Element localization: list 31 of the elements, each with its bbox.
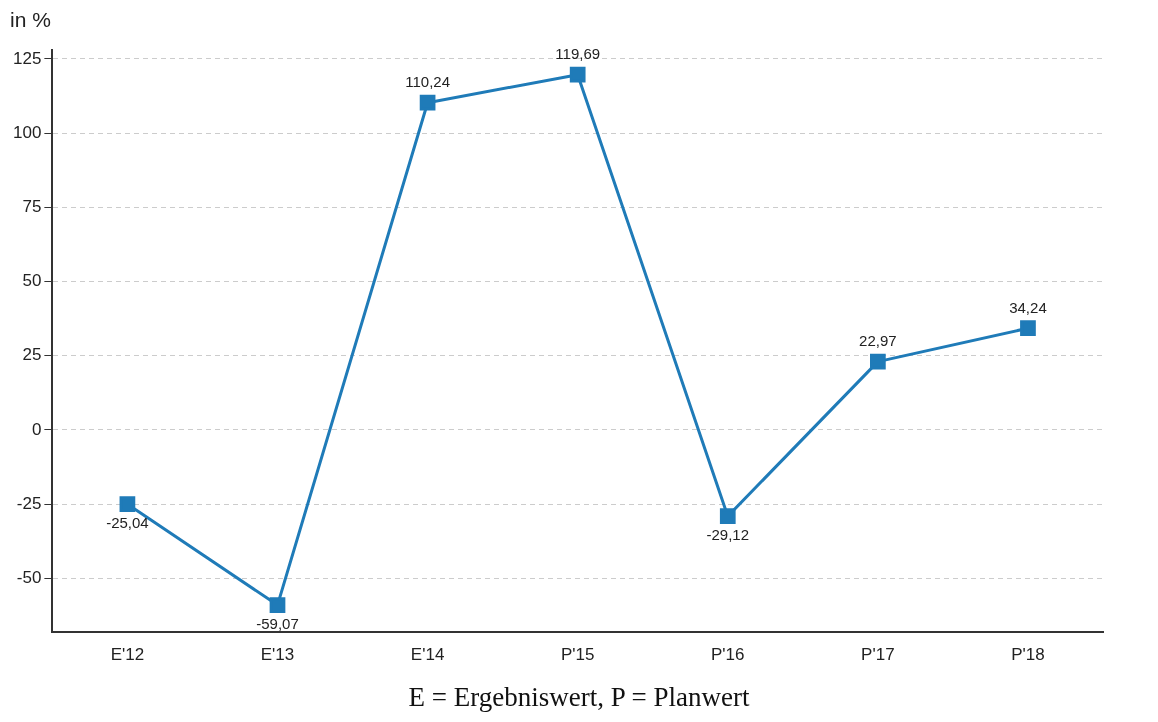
y-tick-label: 125 <box>12 48 42 68</box>
data-label: 22,97 <box>859 332 897 350</box>
y-tick-label: 25 <box>22 345 42 365</box>
y-tick-label: -50 <box>16 567 42 587</box>
y-tick-label: 100 <box>12 122 42 142</box>
x-tick-label: E'12 <box>110 645 145 665</box>
x-tick-label: P'17 <box>861 645 895 665</box>
data-label: -59,07 <box>256 614 299 632</box>
x-tick-label: E'14 <box>410 645 445 665</box>
x-tick-label: E'13 <box>260 645 295 665</box>
point <box>569 66 586 83</box>
y-tick-label: 50 <box>22 271 42 291</box>
data-label: 34,24 <box>1009 298 1047 316</box>
point <box>870 353 886 370</box>
text: E = Ergebniswert, P = Planwert <box>407 682 751 713</box>
x-tick-label: P'18 <box>1011 645 1045 665</box>
point <box>1020 320 1036 337</box>
y-tick-label: 0 <box>31 419 42 439</box>
point <box>269 597 286 613</box>
data-label: 119,69 <box>555 45 601 63</box>
y-axis-title: in % <box>10 8 51 32</box>
point <box>119 496 136 512</box>
data-label: -25,04 <box>106 513 149 531</box>
data-label: 110,24 <box>405 73 450 91</box>
x-tick-label: P'16 <box>711 645 745 665</box>
y-tick-label: -25 <box>16 493 42 513</box>
y-tick-label: 75 <box>22 196 42 216</box>
data-label: -29,12 <box>706 525 750 543</box>
point <box>419 94 436 111</box>
x-tick-label: P'15 <box>560 645 595 665</box>
point <box>719 508 736 525</box>
